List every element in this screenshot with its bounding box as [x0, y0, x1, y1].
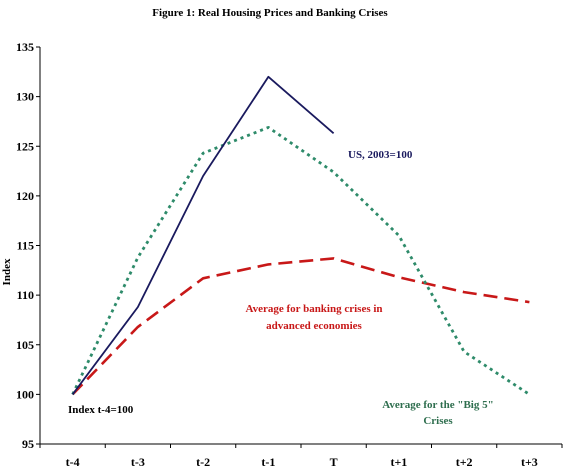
annotation-index-note: Index t-4=100 [68, 404, 134, 416]
y-tick-label: 110 [17, 288, 34, 302]
x-tick-label: t-1 [261, 455, 275, 469]
y-axis-label: Index [1, 258, 13, 285]
axes [39, 47, 562, 445]
annotation-us: US, 2003=100 [348, 149, 413, 161]
series-lines [71, 75, 531, 396]
y-tick-label: 115 [17, 239, 34, 253]
y-ticks: 95 100 105 110 115 120 125 130 135 [16, 40, 40, 451]
x-tick-label: t+1 [390, 455, 407, 469]
x-tick-label: T [330, 455, 338, 469]
x-tick-label: t-3 [131, 455, 145, 469]
y-tick-label: 120 [16, 189, 34, 203]
chart-title: Figure 1: Real Housing Prices and Bankin… [152, 7, 388, 19]
y-tick-label: 100 [16, 387, 34, 401]
annotation-advanced-line2: advanced economies [266, 320, 362, 332]
series-line-2 [71, 257, 530, 396]
x-tick-label: t-4 [66, 455, 80, 469]
y-tick-label: 130 [16, 90, 34, 104]
x-tick-label: t-2 [196, 455, 210, 469]
y-tick-label: 95 [22, 437, 34, 451]
y-tick-label: 125 [16, 139, 34, 153]
x-tick-label: t+3 [521, 455, 538, 469]
series-line-1 [71, 126, 531, 396]
annotation-big5-line2: Crises [423, 415, 453, 427]
y-tick-label: 105 [16, 338, 34, 352]
y-tick-label: 135 [16, 40, 34, 54]
x-tick-label: t+2 [456, 455, 473, 469]
annotation-big5-line1: Average for the "Big 5" [382, 399, 493, 411]
series-line-0 [71, 75, 335, 395]
annotation-advanced-line1: Average for banking crises in [245, 303, 382, 315]
